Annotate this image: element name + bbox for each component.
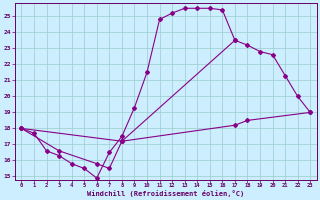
X-axis label: Windchill (Refroidissement éolien,°C): Windchill (Refroidissement éolien,°C)	[87, 190, 244, 197]
